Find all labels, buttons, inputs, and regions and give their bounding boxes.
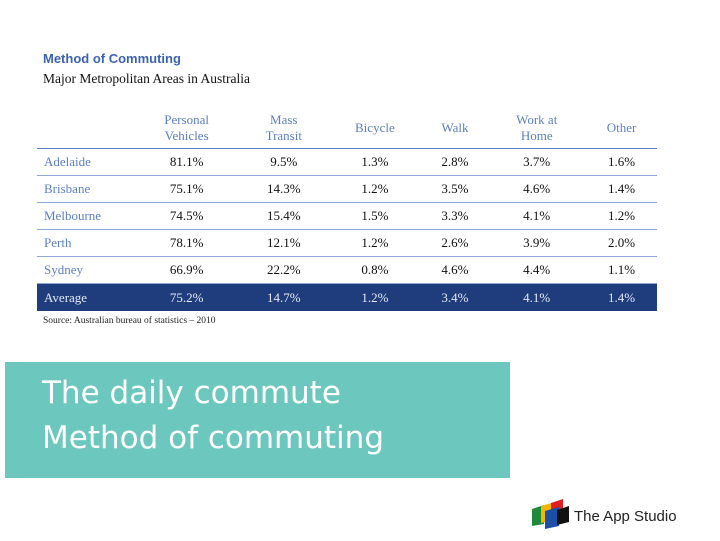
value-cell: 4.1%	[487, 202, 587, 230]
value-cell: 81.1%	[133, 148, 241, 176]
city-cell: Melbourne	[37, 202, 133, 230]
average-value: 1.4%	[586, 283, 657, 311]
value-cell: 1.2%	[586, 202, 657, 230]
value-cell: 1.1%	[586, 256, 657, 284]
banner-title-line-1: The daily commute	[42, 375, 341, 411]
city-cell: Adelaide	[37, 148, 133, 176]
header-walk: Walk	[422, 108, 488, 149]
value-cell: 22.2%	[240, 256, 328, 284]
value-cell: 1.2%	[327, 175, 423, 203]
table-row: Sydney 66.9% 22.2% 0.8% 4.6% 4.4% 1.1%	[37, 256, 657, 284]
table-header-row: Personal Vehicles Mass Transit Bicycle W…	[37, 108, 657, 149]
header-line: Walk	[441, 120, 469, 135]
value-cell: 74.5%	[133, 202, 241, 230]
colorful-blocks-logo-icon	[532, 499, 569, 529]
value-cell: 3.7%	[487, 148, 587, 176]
header-other: Other	[586, 108, 657, 149]
header-line: Work at	[516, 112, 558, 127]
value-cell: 15.4%	[240, 202, 328, 230]
value-cell: 2.8%	[422, 148, 488, 176]
city-cell: Perth	[37, 229, 133, 257]
value-cell: 14.3%	[240, 175, 328, 203]
table-row: Adelaide 81.1% 9.5% 1.3% 2.8% 3.7% 1.6%	[37, 148, 657, 176]
value-cell: 1.3%	[327, 148, 423, 176]
header-city	[37, 108, 133, 149]
table-source-note: Source: Australian bureau of statistics …	[43, 316, 216, 326]
value-cell: 12.1%	[240, 229, 328, 257]
city-cell: Sydney	[37, 256, 133, 284]
logo-text: The App Studio	[574, 508, 677, 525]
header-mass-transit: Mass Transit	[240, 108, 328, 149]
header-line: Home	[520, 128, 553, 143]
header-line: Vehicles	[164, 128, 209, 143]
table-title: Method of Commuting	[43, 51, 181, 66]
value-cell: 2.6%	[422, 229, 488, 257]
average-value: 1.2%	[327, 283, 423, 311]
value-cell: 3.9%	[487, 229, 587, 257]
table-subtitle: Major Metropolitan Areas in Australia	[43, 71, 250, 86]
title-banner: The daily commute Method of commuting	[5, 362, 510, 478]
value-cell: 2.0%	[586, 229, 657, 257]
value-cell: 66.9%	[133, 256, 241, 284]
value-cell: 1.6%	[586, 148, 657, 176]
value-cell: 1.5%	[327, 202, 423, 230]
app-studio-logo: The App Studio	[529, 496, 699, 530]
average-row: Average 75.2% 14.7% 1.2% 3.4% 4.1% 1.4%	[37, 283, 657, 311]
header-line: Transit	[265, 128, 302, 143]
header-line: Other	[606, 120, 637, 135]
table-row: Brisbane 75.1% 14.3% 1.2% 3.5% 4.6% 1.4%	[37, 175, 657, 203]
average-value: 75.2%	[133, 283, 241, 311]
table-row: Perth 78.1% 12.1% 1.2% 2.6% 3.9% 2.0%	[37, 229, 657, 257]
value-cell: 4.6%	[487, 175, 587, 203]
header-work-at-home: Work at Home	[487, 108, 587, 149]
table-row: Melbourne 74.5% 15.4% 1.5% 3.3% 4.1% 1.2…	[37, 202, 657, 230]
header-line: Mass	[270, 112, 298, 127]
header-bicycle: Bicycle	[327, 108, 423, 149]
average-value: 3.4%	[422, 283, 488, 311]
value-cell: 75.1%	[133, 175, 241, 203]
commuting-table: Personal Vehicles Mass Transit Bicycle W…	[37, 108, 657, 311]
value-cell: 3.5%	[422, 175, 488, 203]
value-cell: 4.6%	[422, 256, 488, 284]
average-value: 14.7%	[240, 283, 328, 311]
value-cell: 3.3%	[422, 202, 488, 230]
value-cell: 0.8%	[327, 256, 423, 284]
value-cell: 4.4%	[487, 256, 587, 284]
average-value: 4.1%	[487, 283, 587, 311]
header-line: Personal	[164, 112, 209, 127]
value-cell: 1.4%	[586, 175, 657, 203]
header-line: Bicycle	[355, 120, 395, 135]
value-cell: 78.1%	[133, 229, 241, 257]
value-cell: 1.2%	[327, 229, 423, 257]
value-cell: 9.5%	[240, 148, 328, 176]
banner-title-line-2: Method of commuting	[42, 420, 384, 456]
header-personal-vehicles: Personal Vehicles	[133, 108, 241, 149]
average-label: Average	[37, 283, 133, 311]
city-cell: Brisbane	[37, 175, 133, 203]
